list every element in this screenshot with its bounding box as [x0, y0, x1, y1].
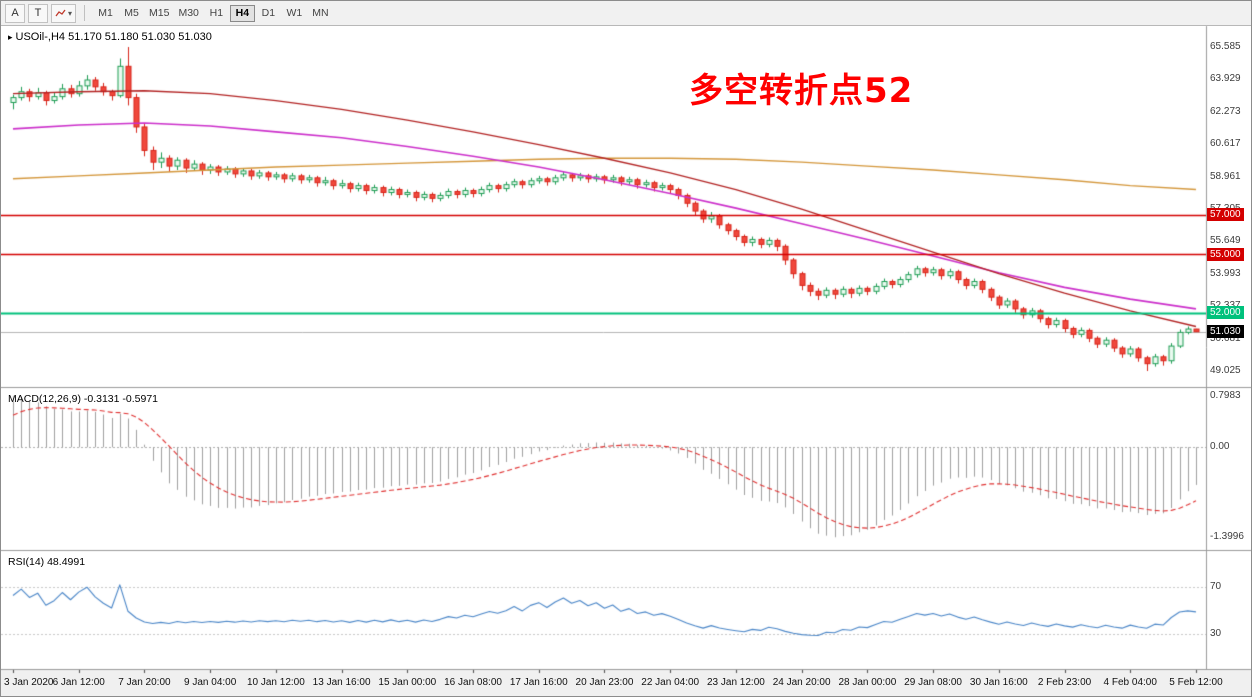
- timeframe-button-m5[interactable]: M5: [119, 5, 144, 22]
- timeframe-button-mn[interactable]: MN: [308, 5, 333, 22]
- chevron-down-icon: ▾: [68, 8, 73, 18]
- timeframe-button-m30[interactable]: M30: [174, 5, 202, 22]
- pointer-tool-button[interactable]: A: [5, 3, 25, 23]
- toolbar-divider: [84, 5, 86, 21]
- timeframe-button-w1[interactable]: W1: [282, 5, 307, 22]
- text-tool-button[interactable]: T: [28, 3, 48, 23]
- timeframe-button-h1[interactable]: H1: [204, 5, 229, 22]
- toolbar: A T ▾ M1 M5 M15 M30 H1 H4 D1 W1 MN: [1, 1, 1251, 26]
- chart-text-annotation[interactable]: 多空转折点52: [689, 71, 914, 111]
- timeframe-button-d1[interactable]: D1: [256, 5, 281, 22]
- timeframe-button-m1[interactable]: M1: [93, 5, 118, 22]
- timeframe-button-h4[interactable]: H4: [229, 4, 255, 22]
- panel-splitter-macd[interactable]: [1, 385, 1251, 390]
- timeframe-group: M1 M5 M15 M30 H1 H4 D1 W1 MN: [93, 4, 333, 22]
- time-scale[interactable]: [1, 670, 1206, 696]
- price-scale[interactable]: [1207, 26, 1251, 669]
- panel-splitter-rsi[interactable]: [1, 548, 1251, 553]
- line-tools-dropdown-button[interactable]: ▾: [51, 3, 77, 23]
- trendline-icon: [55, 9, 66, 16]
- timeframe-button-m15[interactable]: M15: [145, 5, 173, 22]
